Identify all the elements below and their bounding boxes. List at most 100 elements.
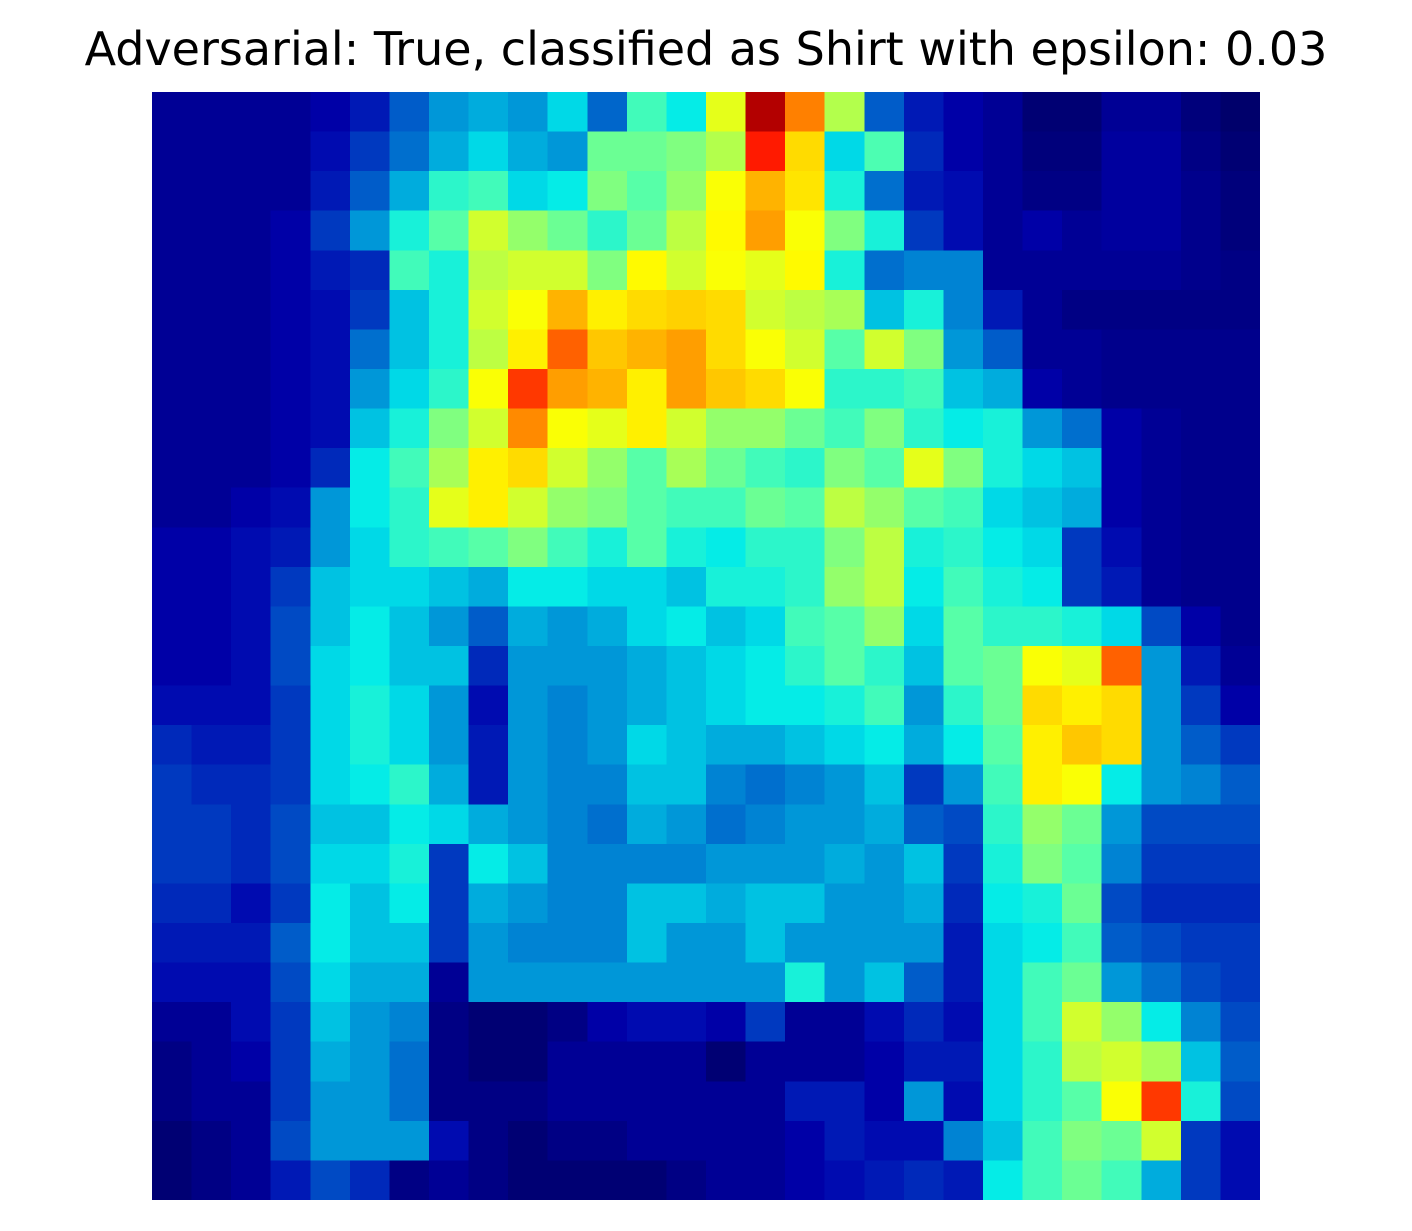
heatmap-cell bbox=[1101, 804, 1142, 845]
heatmap-cell bbox=[666, 250, 707, 291]
heatmap-cell bbox=[1180, 210, 1222, 251]
heatmap-cell bbox=[824, 962, 865, 1003]
heatmap-cell bbox=[943, 210, 984, 251]
heatmap-cell bbox=[1101, 606, 1142, 647]
heatmap-cell bbox=[1220, 1120, 1260, 1162]
heatmap-cell bbox=[824, 487, 865, 528]
heatmap-cell bbox=[943, 646, 984, 687]
heatmap-cell bbox=[508, 646, 549, 687]
heatmap-cell bbox=[983, 843, 1024, 885]
heatmap-cell bbox=[903, 527, 945, 568]
heatmap-cell bbox=[389, 527, 430, 568]
heatmap-cell bbox=[152, 606, 193, 647]
heatmap-cell bbox=[1141, 1002, 1182, 1043]
heatmap-cell bbox=[547, 210, 588, 251]
heatmap-cell bbox=[626, 764, 668, 805]
heatmap-cell bbox=[983, 487, 1024, 528]
heatmap-cell bbox=[1141, 923, 1182, 964]
heatmap-cell bbox=[191, 804, 232, 845]
heatmap-cell bbox=[231, 804, 272, 845]
heatmap-cell bbox=[666, 566, 707, 608]
heatmap-cell bbox=[468, 131, 509, 172]
heatmap-cell bbox=[468, 487, 509, 528]
heatmap-cell bbox=[1180, 646, 1222, 687]
heatmap-cell bbox=[943, 92, 984, 133]
heatmap-cell bbox=[310, 1160, 351, 1200]
heatmap-cell bbox=[1062, 448, 1103, 489]
heatmap-cell bbox=[191, 883, 232, 924]
heatmap-cell bbox=[349, 329, 391, 370]
heatmap-cell bbox=[310, 1002, 351, 1043]
heatmap-cell bbox=[508, 527, 549, 568]
heatmap-cell bbox=[1220, 487, 1260, 528]
heatmap-cell bbox=[349, 408, 391, 449]
heatmap-cell bbox=[626, 171, 668, 212]
heatmap-cell bbox=[389, 1041, 430, 1082]
heatmap-cell bbox=[508, 1081, 549, 1122]
heatmap-cell bbox=[864, 923, 905, 964]
heatmap-cell bbox=[191, 764, 232, 805]
heatmap-cell bbox=[231, 883, 272, 924]
heatmap-cell bbox=[468, 448, 509, 489]
heatmap-cell bbox=[983, 527, 1024, 568]
heatmap-cell bbox=[270, 1120, 311, 1162]
heatmap-cell bbox=[152, 566, 193, 608]
heatmap-cell bbox=[1180, 962, 1222, 1003]
heatmap-cell bbox=[903, 329, 945, 370]
heatmap-cell bbox=[983, 1002, 1024, 1043]
heatmap-cell bbox=[706, 725, 747, 766]
heatmap-cell bbox=[547, 962, 588, 1003]
heatmap-cell bbox=[389, 804, 430, 845]
heatmap-cell bbox=[903, 289, 945, 331]
heatmap-cell bbox=[389, 606, 430, 647]
heatmap-cell bbox=[231, 1002, 272, 1043]
heatmap-cell bbox=[547, 566, 588, 608]
heatmap-cell bbox=[231, 408, 272, 449]
heatmap-cell bbox=[429, 923, 470, 964]
heatmap-cell bbox=[903, 764, 945, 805]
heatmap-cell bbox=[666, 883, 707, 924]
heatmap-cell bbox=[983, 923, 1024, 964]
heatmap-cell bbox=[745, 448, 786, 489]
heatmap-cell bbox=[1141, 962, 1182, 1003]
heatmap-cell bbox=[429, 764, 470, 805]
heatmap-cell bbox=[1101, 685, 1142, 726]
heatmap-cell bbox=[310, 131, 351, 172]
heatmap-cell bbox=[706, 962, 747, 1003]
heatmap-cell bbox=[587, 725, 628, 766]
heatmap-cell bbox=[389, 764, 430, 805]
heatmap-cell bbox=[270, 646, 311, 687]
heatmap-cell bbox=[310, 448, 351, 489]
heatmap-cell bbox=[626, 685, 668, 726]
heatmap-cell bbox=[983, 369, 1024, 410]
heatmap-cell bbox=[785, 804, 826, 845]
heatmap-cell bbox=[349, 685, 391, 726]
heatmap-cell bbox=[349, 1041, 391, 1082]
heatmap-cell bbox=[1101, 210, 1142, 251]
heatmap-cell bbox=[349, 923, 391, 964]
heatmap-cell bbox=[310, 1081, 351, 1122]
heatmap-cell bbox=[468, 843, 509, 885]
heatmap-cell bbox=[864, 329, 905, 370]
heatmap-cell bbox=[587, 606, 628, 647]
heatmap-cell bbox=[310, 923, 351, 964]
heatmap-cell bbox=[389, 1002, 430, 1043]
heatmap-cell bbox=[429, 883, 470, 924]
heatmap-cell bbox=[745, 566, 786, 608]
heatmap-cell bbox=[745, 804, 786, 845]
heatmap-cell bbox=[349, 1160, 391, 1200]
heatmap-cell bbox=[1022, 843, 1063, 885]
heatmap-cell bbox=[270, 408, 311, 449]
heatmap-cell bbox=[310, 606, 351, 647]
heatmap-cell bbox=[508, 131, 549, 172]
heatmap-cell bbox=[1101, 369, 1142, 410]
heatmap-cell bbox=[547, 725, 588, 766]
heatmap-cell bbox=[983, 646, 1024, 687]
heatmap-cell bbox=[547, 131, 588, 172]
heatmap-cell bbox=[587, 843, 628, 885]
heatmap-cell bbox=[626, 329, 668, 370]
heatmap-cell bbox=[785, 725, 826, 766]
heatmap-cell bbox=[310, 527, 351, 568]
heatmap-cell bbox=[587, 408, 628, 449]
heatmap-cell bbox=[943, 527, 984, 568]
